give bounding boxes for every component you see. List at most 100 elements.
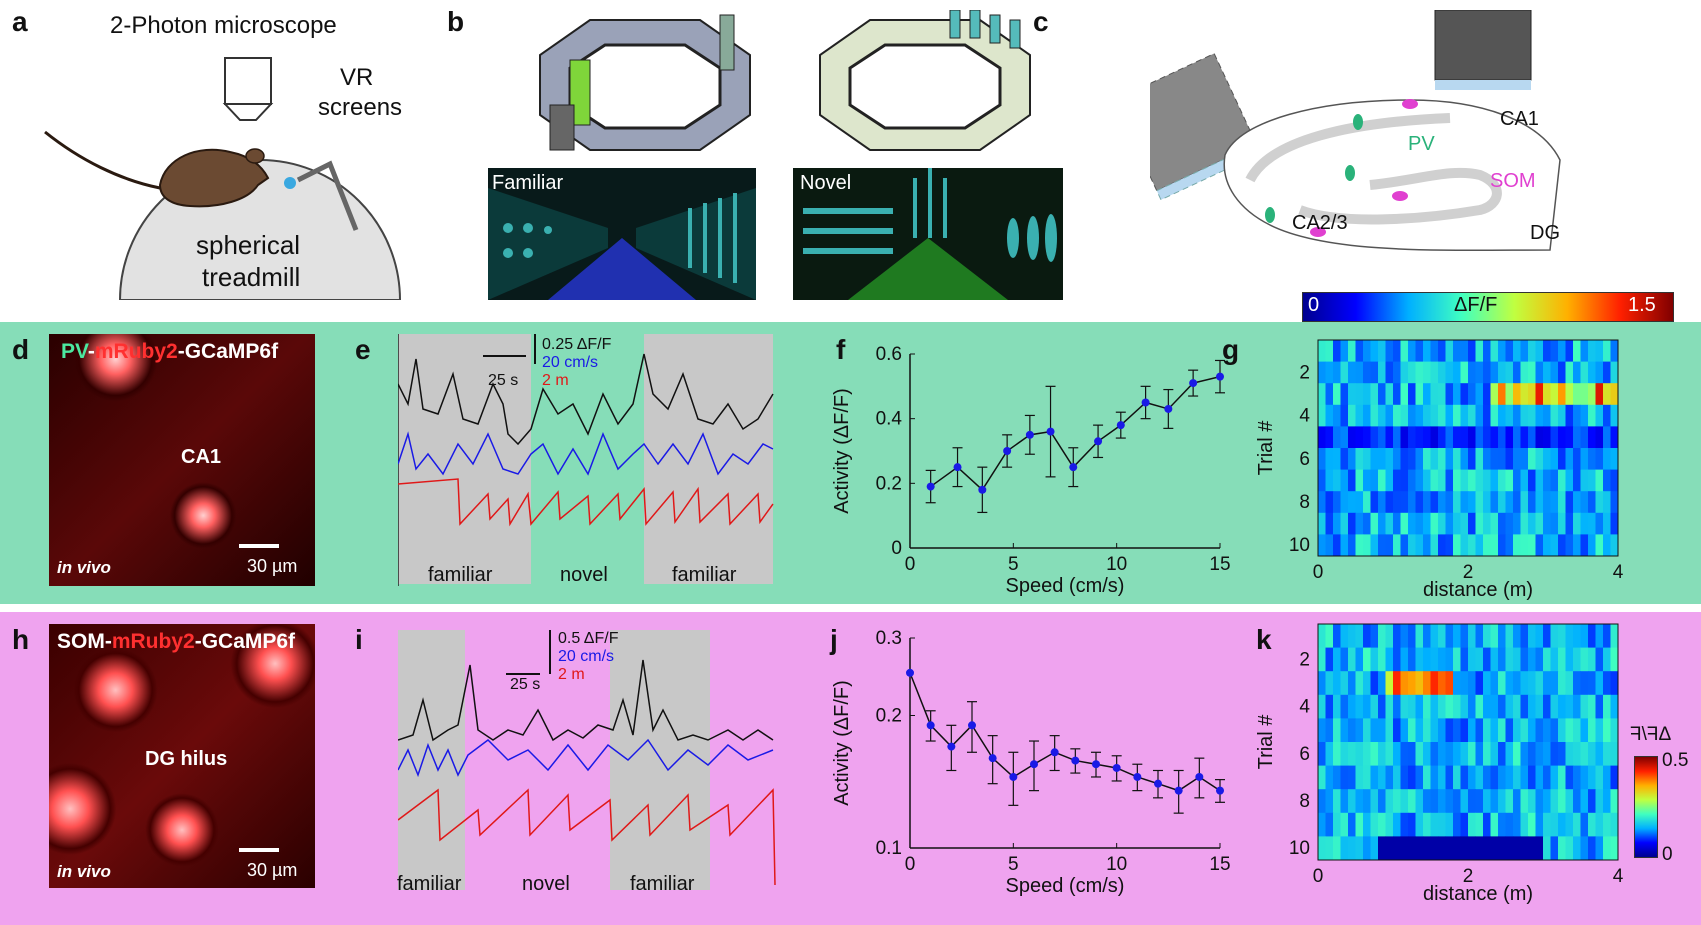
panel-label-e: e	[355, 334, 371, 365]
heatmap-cell	[1573, 624, 1581, 649]
heatmap-cell	[1378, 361, 1386, 384]
heatmap-cell	[1408, 647, 1416, 672]
heatmap-cell	[1415, 383, 1424, 406]
panel-label-d: d	[12, 334, 30, 365]
heatmap-cell	[1318, 426, 1326, 449]
heatmap-cell	[1588, 647, 1596, 672]
heatmap-cell	[1445, 340, 1454, 363]
heatmap-cell	[1475, 647, 1484, 672]
heatmap-cell	[1325, 448, 1334, 471]
heatmap-cell	[1513, 361, 1521, 384]
heatmap-cell	[1460, 836, 1469, 861]
heatmap-cell	[1333, 671, 1341, 696]
heatmap-cell	[1490, 694, 1499, 719]
heatmap-cell	[1340, 765, 1349, 790]
heatmap-cell	[1445, 448, 1454, 471]
heatmap-cell	[1543, 448, 1551, 471]
heatmap-cell	[1460, 647, 1469, 672]
pv-dff-trace	[398, 353, 774, 446]
heatmap-cell	[1543, 647, 1551, 672]
heatmap-cell	[1438, 742, 1446, 767]
y-axis-label: Trial #	[1255, 420, 1277, 476]
heatmap-cell	[1370, 469, 1379, 492]
heatmap-cell	[1580, 512, 1589, 535]
vr-label-2: screens	[318, 94, 403, 121]
data-point	[1030, 760, 1038, 769]
heatmap-cell	[1340, 742, 1349, 767]
data-point	[1195, 772, 1204, 781]
heatmap-cell	[1528, 624, 1536, 649]
heatmap-cell	[1453, 812, 1461, 837]
heatmap-cell	[1400, 448, 1409, 471]
heatmap-cell	[1528, 469, 1536, 492]
heatmap-cell	[1505, 836, 1514, 861]
colorbar-jet	[1302, 292, 1674, 322]
som-title-sep1: -	[104, 630, 112, 653]
y-tick-label: 0.2	[876, 473, 902, 494]
heatmap-cell	[1550, 694, 1559, 719]
heatmap-cell	[1505, 534, 1514, 557]
heatmap-cell	[1558, 534, 1566, 557]
heatmap-cell	[1325, 742, 1334, 767]
heatmap-cell	[1325, 383, 1334, 406]
heatmap-cell	[1378, 340, 1386, 363]
heatmap-cell	[1550, 404, 1559, 427]
heatmap-cell	[1348, 624, 1356, 649]
heatmap-cell	[1430, 340, 1439, 363]
heatmap-cell	[1468, 624, 1476, 649]
heatmap-cell	[1393, 671, 1401, 696]
heatmap-cell	[1498, 361, 1506, 384]
x-tick-label: 0	[1313, 562, 1324, 583]
heatmap-cell	[1603, 361, 1611, 384]
x-tick-label: 0	[905, 554, 916, 575]
heatmap-cell	[1348, 404, 1356, 427]
heatmap-cell	[1513, 812, 1521, 837]
heatmap-cell	[1505, 383, 1514, 406]
heatmap-cell	[1580, 765, 1589, 790]
heatmap-cell	[1333, 426, 1341, 449]
heatmap-cell	[1348, 742, 1356, 767]
heatmap-cell	[1318, 383, 1326, 406]
heatmap-cell	[1498, 404, 1506, 427]
heatmap-cell	[1550, 512, 1559, 535]
heatmap-cell	[1558, 383, 1566, 406]
heatmap-cell	[1453, 718, 1461, 743]
heatmap-cell	[1385, 426, 1394, 449]
pv-position-trace	[398, 478, 774, 527]
heatmap-cell	[1363, 694, 1371, 719]
heatmap-cell	[1423, 718, 1431, 743]
data-point	[1164, 404, 1173, 413]
x-tick-label: 10	[1106, 854, 1127, 875]
heatmap-cell	[1348, 491, 1356, 514]
heatmap-cell	[1430, 789, 1439, 814]
heatmap-cell	[1565, 361, 1574, 384]
heatmap-cell	[1573, 742, 1581, 767]
y-axis-label: Trial #	[1255, 714, 1277, 770]
heatmap-cell	[1483, 812, 1491, 837]
heatmap-cell	[1505, 671, 1514, 696]
heatmap-cell	[1520, 512, 1529, 535]
heatmap-cell	[1535, 694, 1544, 719]
heatmap-cell	[1408, 448, 1416, 471]
heatmap-cell	[1543, 383, 1551, 406]
heatmap-cell	[1595, 361, 1604, 384]
heatmap-cell	[1558, 789, 1566, 814]
som-segment-novel: novel	[522, 873, 570, 895]
vr-label: VR	[340, 64, 374, 91]
heatmap-cell	[1445, 624, 1454, 649]
heatmap-cell	[1610, 404, 1619, 427]
heatmap-cell	[1543, 789, 1551, 814]
heatmap-cell	[1498, 694, 1506, 719]
heatmap-cell	[1580, 624, 1589, 649]
heatmap-cell	[1588, 742, 1596, 767]
panel-label-a: a	[12, 6, 28, 37]
heatmap-cell	[1543, 671, 1551, 696]
heatmap-cell	[1415, 448, 1424, 471]
heatmap-cell	[1385, 836, 1394, 861]
heatmap-cell	[1415, 624, 1424, 649]
heatmap-cell	[1475, 448, 1484, 471]
heatmap-cell	[1588, 718, 1596, 743]
heatmap-cell	[1595, 671, 1604, 696]
heatmap-cell	[1370, 404, 1379, 427]
heatmap-cell	[1558, 647, 1566, 672]
